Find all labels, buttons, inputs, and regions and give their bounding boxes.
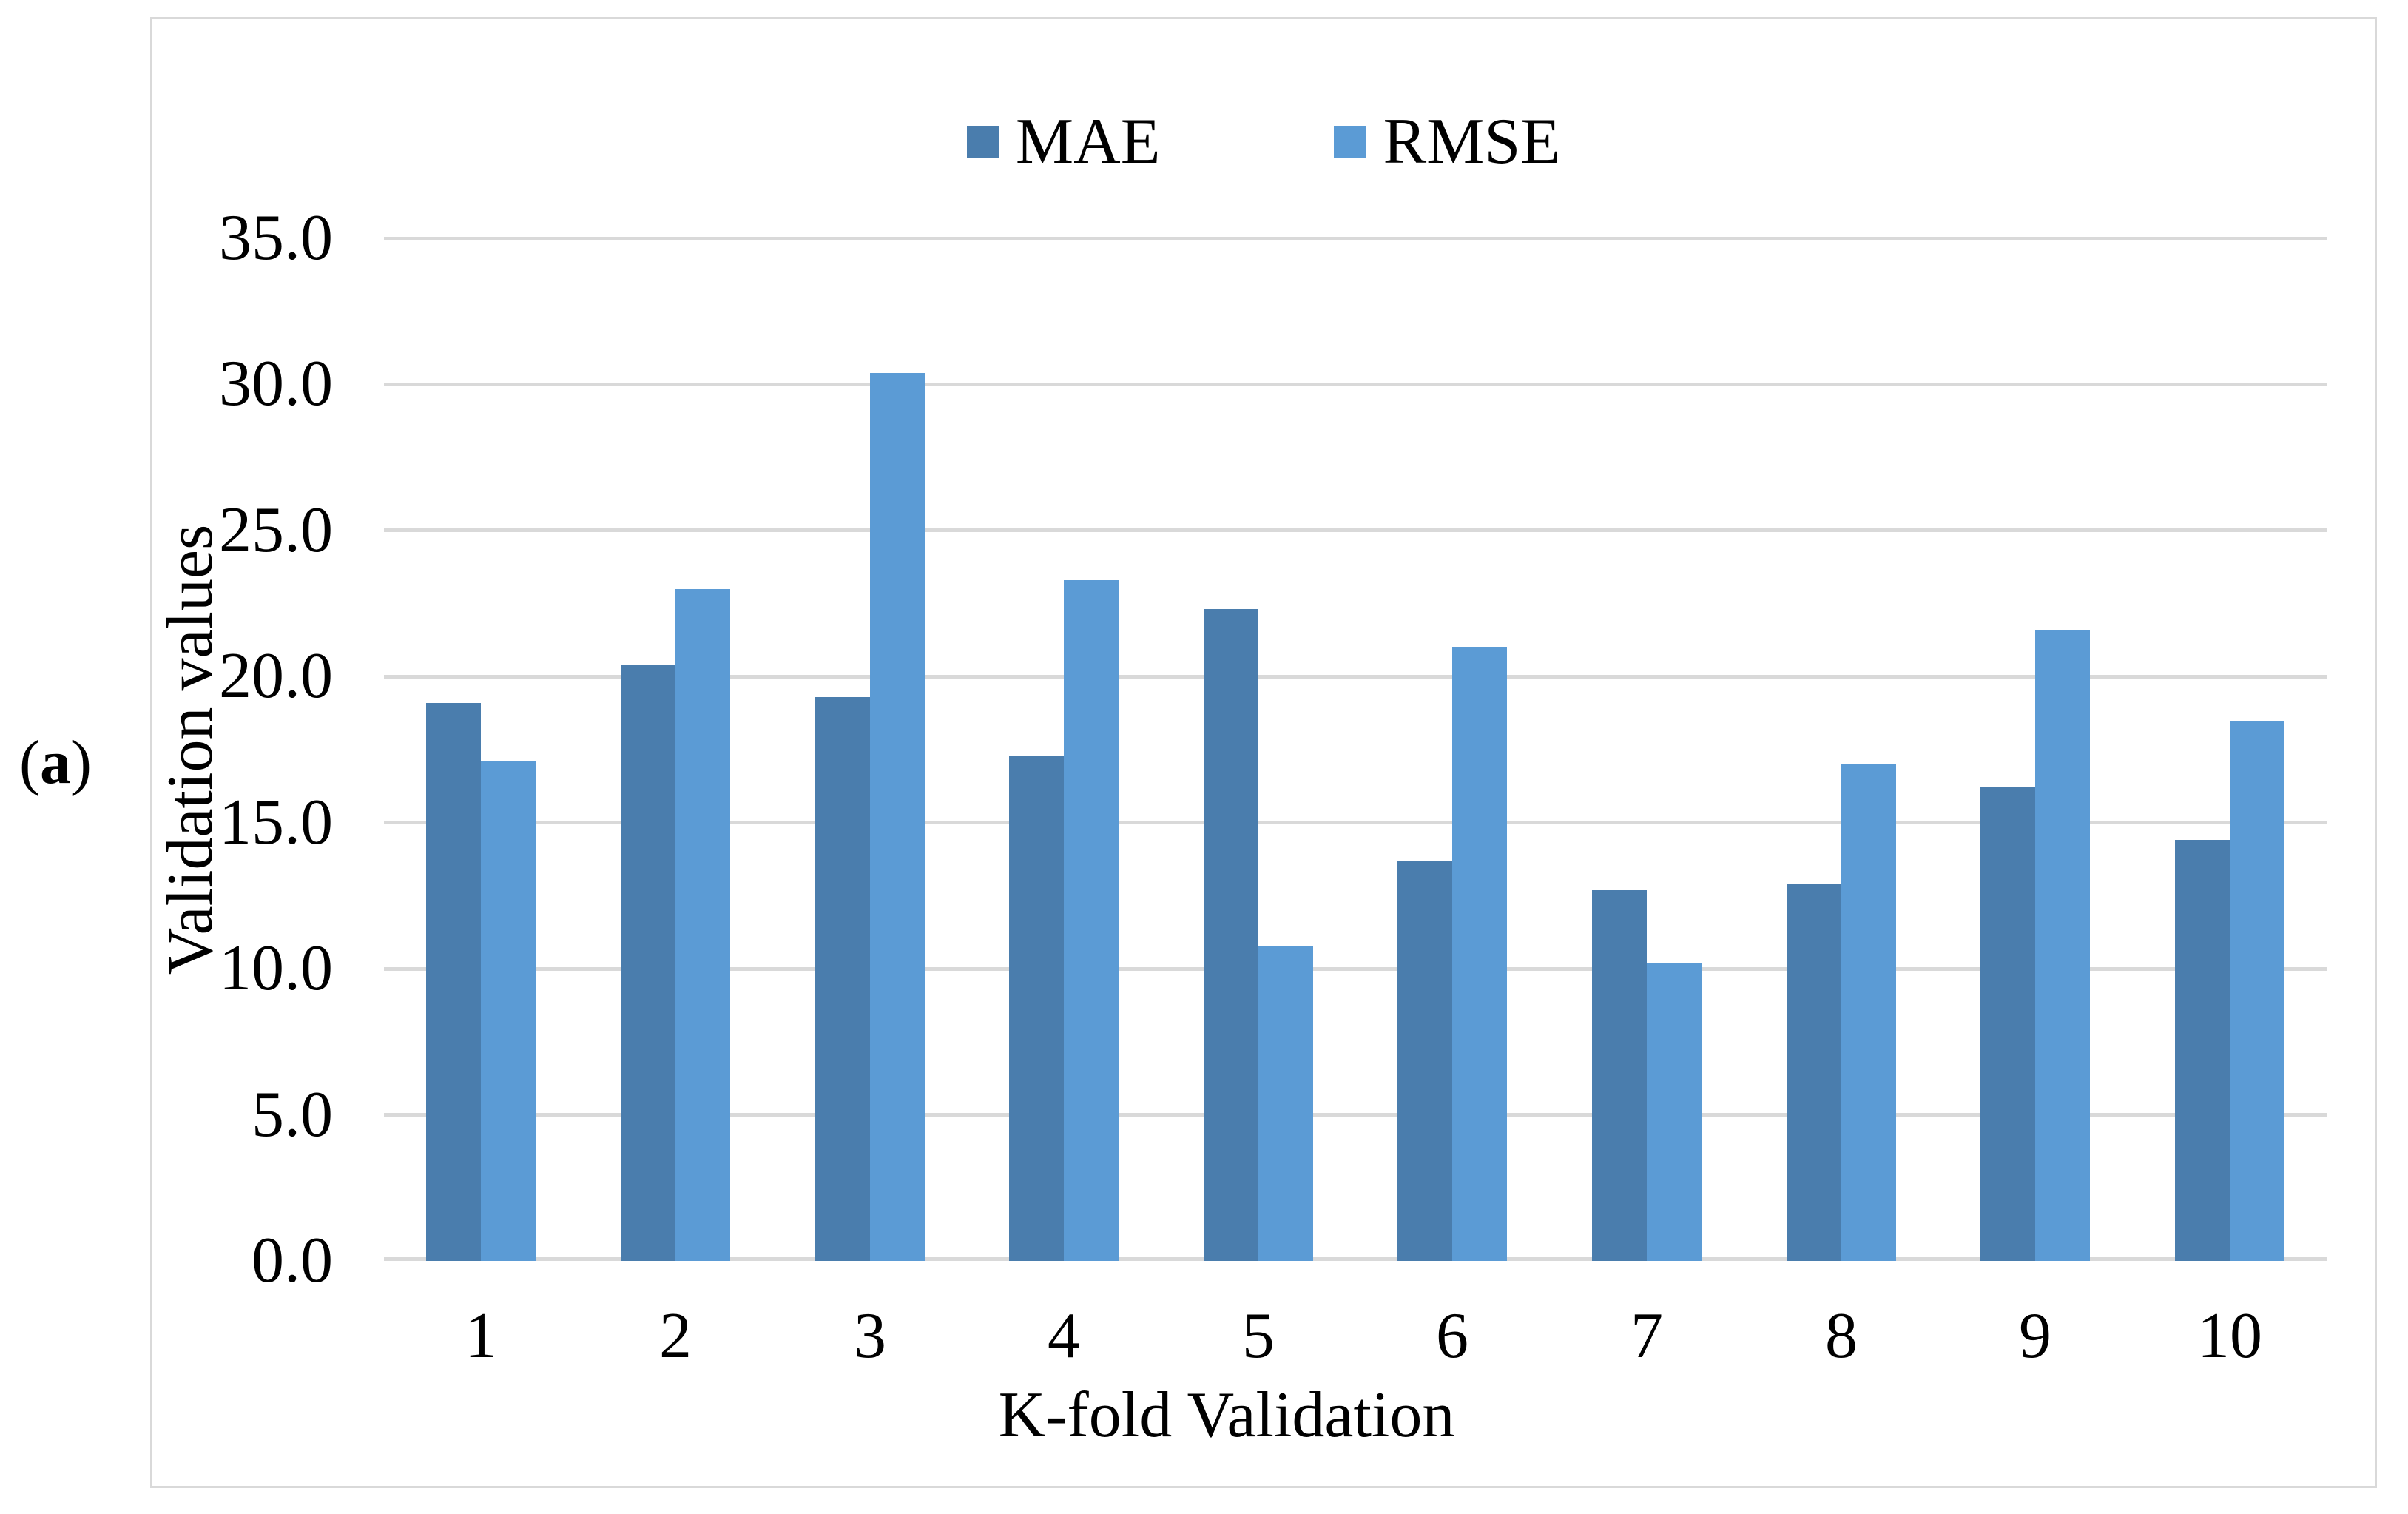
x-axis-title: K-fold Validation (998, 1379, 1455, 1451)
bar-rmse-fold-4 (1064, 580, 1119, 1261)
bar-mae-fold-3 (815, 697, 870, 1261)
bar-rmse-fold-10 (2230, 721, 2284, 1261)
bar-rmse-fold-9 (2035, 630, 2090, 1261)
x-tick-label-2: 2 (659, 1300, 692, 1372)
gridline-30.0 (384, 383, 2327, 386)
legend-item-mae: MAE (966, 106, 1161, 178)
bar-rmse-fold-6 (1452, 647, 1507, 1261)
panel-label-letter: a (40, 728, 71, 797)
gridline-25.0 (384, 528, 2327, 532)
bar-mae-fold-8 (1787, 884, 1841, 1261)
bar-mae-fold-7 (1592, 890, 1647, 1261)
y-tick-label-5.0: 5.0 (252, 1079, 333, 1151)
gridline-35.0 (384, 237, 2327, 240)
gridline-10.0 (384, 967, 2327, 971)
bar-rmse-fold-3 (870, 373, 925, 1261)
bar-mae-fold-5 (1204, 609, 1258, 1261)
y-tick-label-0.0: 0.0 (252, 1225, 333, 1296)
gridline-20.0 (384, 675, 2327, 679)
bar-mae-fold-10 (2175, 840, 2230, 1261)
x-tick-label-4: 4 (1048, 1300, 1080, 1372)
bar-mae-fold-1 (426, 703, 481, 1261)
legend-label-mae: MAE (1015, 106, 1161, 178)
legend-item-rmse: RMSE (1334, 110, 1560, 175)
y-tick-label-25.0: 25.0 (219, 494, 333, 566)
bar-mae-fold-2 (621, 665, 675, 1261)
x-tick-label-5: 5 (1242, 1300, 1275, 1372)
bar-rmse-fold-5 (1258, 946, 1313, 1261)
x-tick-label-3: 3 (854, 1300, 886, 1372)
y-tick-label-15.0: 15.0 (219, 787, 333, 858)
y-tick-label-20.0: 20.0 (219, 640, 333, 712)
bar-rmse-fold-8 (1841, 764, 1896, 1261)
legend-swatch-rmse-icon (1334, 126, 1367, 158)
x-tick-label-10: 10 (2197, 1300, 2262, 1372)
bar-mae-fold-9 (1980, 787, 2035, 1261)
bar-rmse-fold-1 (481, 761, 536, 1261)
panel-label-close: ) (71, 728, 92, 797)
x-tick-label-6: 6 (1436, 1300, 1468, 1372)
panel-label-open: ( (19, 728, 40, 797)
legend-label-rmse: RMSE (1383, 106, 1561, 178)
x-tick-label-7: 7 (1630, 1300, 1663, 1372)
chart-legend: MAE RMSE (150, 110, 2377, 175)
bar-rmse-fold-2 (675, 589, 730, 1261)
gridline-5.0 (384, 1113, 2327, 1117)
bar-mae-fold-6 (1397, 861, 1452, 1261)
y-tick-label-10.0: 10.0 (219, 932, 333, 1004)
bar-mae-fold-4 (1009, 756, 1064, 1261)
plot-area (384, 237, 2327, 1261)
legend-swatch-mae-icon (966, 126, 999, 158)
x-tick-label-9: 9 (2019, 1300, 2051, 1372)
panel-label: (a) (0, 729, 111, 797)
x-tick-label-8: 8 (1825, 1300, 1858, 1372)
y-tick-label-30.0: 30.0 (219, 348, 333, 420)
gridline-15.0 (384, 821, 2327, 824)
x-axis-baseline (384, 1257, 2327, 1261)
x-tick-label-1: 1 (465, 1300, 497, 1372)
bar-rmse-fold-7 (1647, 963, 1702, 1261)
y-tick-label-35.0: 35.0 (219, 202, 333, 274)
